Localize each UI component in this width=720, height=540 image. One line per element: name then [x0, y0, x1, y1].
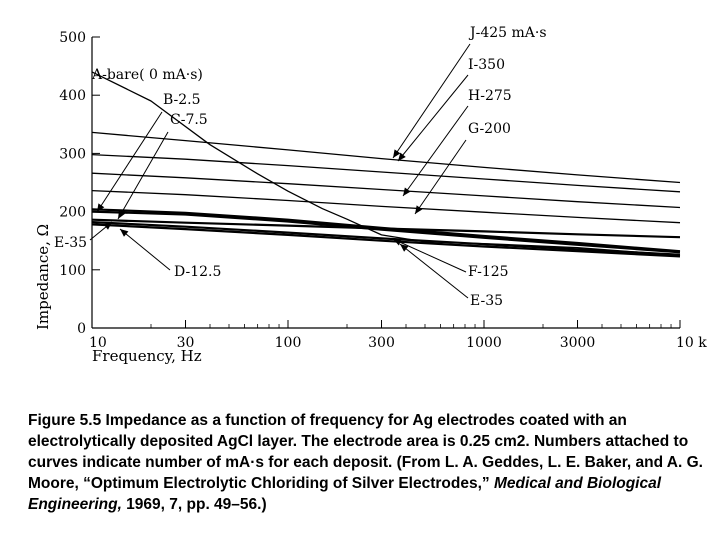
label-a-bare: A-bare( 0 mA·s) [91, 67, 203, 83]
y-tick-label: 400 [59, 88, 86, 104]
label-b: B-2.5 [163, 92, 201, 108]
label-d: D-12.5 [174, 264, 221, 280]
leader-arrowhead [118, 210, 126, 219]
leader-arrowhead [398, 152, 406, 161]
caption-citation: 1969, 7, pp. 49–56.) [121, 496, 267, 513]
x-tick-label: 100 [275, 335, 302, 351]
leader-line [397, 74, 469, 162]
series-line [91, 221, 681, 256]
x-axis-title: Frequency, Hz [92, 347, 202, 365]
caption-journal: Medical and Biological Engineering, [28, 475, 662, 513]
y-tick-label: 500 [59, 30, 86, 46]
series-line [91, 153, 681, 193]
y-tick-label: 100 [59, 263, 86, 279]
caption-text: Figure 5.5 Impedance as a function of fr… [28, 412, 703, 492]
leader-arrowhead [393, 239, 402, 246]
leader-line [392, 43, 471, 159]
label-i: I-350 [468, 57, 505, 73]
x-tick-label: 1000 [466, 335, 502, 351]
x-tick-label: 30 [177, 335, 195, 351]
y-tick-label: 300 [59, 146, 86, 162]
series-line [91, 172, 681, 209]
leader-arrowhead [393, 149, 401, 158]
leader-line [399, 243, 469, 299]
label-h: H-275 [468, 88, 512, 104]
leader-line [119, 228, 171, 271]
leader-arrowhead [415, 205, 423, 214]
label-e-left: E-35 [54, 235, 87, 251]
series-line [91, 218, 681, 239]
leader-line [392, 238, 467, 273]
x-tick-label: 10 [89, 335, 107, 351]
label-e-right: E-35 [470, 293, 503, 309]
y-tick-label: 200 [59, 205, 86, 221]
label-c: C-7.5 [170, 112, 208, 128]
x-tick-label: 300 [368, 335, 395, 351]
chart-curves [91, 71, 681, 258]
leader-line [414, 139, 467, 215]
leader-arrowhead [103, 222, 112, 230]
leader-line [96, 111, 163, 213]
y-tick-label: 0 [77, 321, 86, 337]
x-tick-label: 3000 [560, 335, 596, 351]
y-axis-title: Impedance, Ω [34, 224, 52, 330]
label-f: F-125 [468, 264, 509, 280]
label-j: J-425 mA·s [468, 25, 547, 41]
x-tick-label: 10 k [676, 335, 707, 351]
leader-arrowhead [120, 229, 129, 237]
series-line [91, 131, 681, 184]
label-g: G-200 [468, 121, 511, 137]
series-line [91, 223, 681, 258]
chart-axes [91, 36, 681, 329]
figure-caption: Figure 5.5 Impedance as a function of fr… [28, 410, 708, 515]
leader-arrowhead [403, 187, 411, 196]
leader-arrowhead [97, 203, 105, 212]
leader-arrowhead [400, 244, 409, 252]
x-tick-labels: 10 30 100 300 1000 3000 10 k [89, 335, 707, 351]
series-line [91, 189, 681, 224]
leader-line [402, 105, 469, 197]
leader-line [117, 131, 169, 220]
y-tick-labels: 0 100 200 300 400 500 [59, 30, 86, 337]
annotation-leader-lines [89, 43, 471, 299]
curve-annotations: A-bare( 0 mA·s) B-2.5 C-7.5 D-12.5 E-35 … [54, 25, 547, 309]
